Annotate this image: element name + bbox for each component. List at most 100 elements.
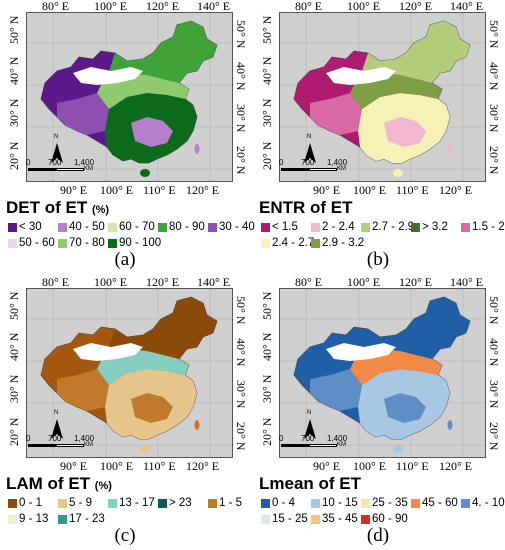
north-arrow-icon: N [303, 134, 317, 165]
lon-label-bottom: 120° E [439, 183, 473, 197]
legend-item: 0 - 1 [8, 496, 58, 510]
lat-label-right: 20° N [234, 422, 248, 451]
north-arrow-icon: N [50, 134, 64, 165]
legend-swatch [361, 222, 370, 232]
lon-label-top: 100° E [94, 0, 128, 13]
legend-swatch [8, 238, 17, 248]
lon-label-bottom: 110° E [396, 183, 429, 197]
lat-label-right: 30° N [234, 104, 248, 133]
legend: 0 - 4 10 - 15 25 - 35 45 - 60 4. - 10 15 - 25… [261, 496, 505, 526]
legend-swatch [58, 238, 67, 248]
legend-label: 90 - 100 [119, 237, 162, 249]
lon-label-top: 120° E [399, 0, 433, 13]
legend-label: 35 - 45 [322, 513, 358, 525]
lon-label-top: 140° E [450, 0, 484, 13]
map-frame [26, 12, 233, 182]
legend-swatch [411, 222, 420, 232]
lon-label-top: 100° E [347, 0, 381, 13]
lat-label-left: 20° N [260, 141, 274, 170]
lon-label-top: 140° E [197, 0, 231, 13]
legend-swatch [208, 222, 217, 232]
lat-label-left: 50° N [260, 291, 274, 320]
legend-title: ENTR of ET [259, 198, 353, 217]
legend-item: 50 - 60 [8, 236, 58, 250]
legend-label: 13 - 17 [119, 497, 155, 509]
lon-label-bottom: 110° E [396, 459, 429, 473]
legend-swatch [311, 514, 320, 524]
lon-label-top: 140° E [450, 275, 484, 289]
legend-item: 25 - 35 [361, 496, 411, 510]
lon-label-top: 120° E [146, 275, 180, 289]
scale-bar: 0 700 1,400 KM [26, 434, 95, 448]
scale-bar: 0 700 1,400 KM [279, 434, 348, 448]
lat-label-left: 30° N [260, 374, 274, 403]
lon-label-top: 120° E [146, 0, 180, 13]
legend-label: 1.5 - 2 [472, 221, 505, 233]
map-frame [279, 288, 486, 458]
legend-label: 0 - 1 [19, 497, 43, 509]
china-map-d [280, 289, 485, 457]
china-map-c [27, 289, 232, 457]
legend-title: LAM of ET (%) [6, 474, 112, 493]
lat-label-right: 40° N [487, 338, 501, 367]
legend-label: 2.9 - 3.2 [322, 237, 365, 249]
lon-label-bottom: 120° E [186, 459, 220, 473]
legend-label: < 1.5 [272, 221, 298, 233]
legend-label: 25 - 35 [372, 497, 408, 509]
legend-label: 10 - 15 [322, 497, 358, 509]
lat-label-right: 20° N [487, 422, 501, 451]
lat-label-left: 50° N [260, 15, 274, 44]
legend-label: 0 - 4 [272, 497, 296, 509]
legend-item: 17 - 23 [58, 512, 108, 526]
panel-caption: (d) [366, 525, 390, 546]
legend-item: < 1.5 [261, 220, 311, 234]
legend-item: 10 - 15 [311, 496, 361, 510]
north-arrow-icon: N [50, 410, 64, 441]
map-panel-c: 80° E 100° E 120° E 140° E 50° N 40° N 3… [0, 276, 250, 549]
legend-label: 70 - 80 [69, 237, 105, 249]
legend-swatch [208, 498, 217, 508]
legend-label: < 30 [19, 221, 42, 233]
legend-item: 1.5 - 2 [461, 220, 505, 234]
lat-label-left: 20° N [7, 141, 21, 170]
legend-item: 2.9 - 3.2 [311, 236, 365, 250]
legend: < 1.5 2 - 2.4 2.7 - 2.9 > 3.2 1.5 - 2 2.4 - 2… [261, 220, 505, 250]
legend-label: 4. - 10 [472, 497, 505, 509]
lon-label-bottom: 100° E [100, 459, 134, 473]
legend-item: 45 - 60 [411, 496, 461, 510]
lon-label-top: 80° E [42, 275, 70, 289]
legend-swatch [8, 514, 17, 524]
lon-label-bottom: 120° E [186, 183, 220, 197]
lat-label-right: 20° N [234, 146, 248, 175]
legend-label: 17 - 23 [69, 513, 105, 525]
legend-swatch [361, 514, 370, 524]
lat-label-right: 50° N [234, 296, 248, 325]
lat-label-right: 30° N [487, 380, 501, 409]
legend-swatch [158, 498, 167, 508]
lon-label-top: 80° E [295, 275, 323, 289]
legend-swatch [108, 498, 117, 508]
legend-item: 9 - 13 [8, 512, 58, 526]
legend-label: 60 - 90 [372, 513, 408, 525]
lat-label-right: 50° N [234, 20, 248, 49]
legend-item: < 30 [8, 220, 58, 234]
lon-label-top: 140° E [197, 275, 231, 289]
lon-label-top: 100° E [347, 275, 381, 289]
lat-label-right: 30° N [234, 380, 248, 409]
legend-item: 4. - 10 [461, 496, 505, 510]
legend: < 30 40 - 50 60 - 70 80 - 90 30 - 40 50 - 60 7… [8, 220, 255, 250]
legend-item: 15 - 25 [261, 512, 311, 526]
legend-label: 9 - 13 [19, 513, 49, 525]
china-map-a [27, 13, 232, 181]
legend-label: 1 - 5 [219, 497, 243, 509]
legend-item: 40 - 50 [58, 220, 108, 234]
legend-item: > 3.2 [411, 220, 461, 234]
legend-title: DET of ET (%) [6, 198, 110, 217]
legend-swatch [58, 498, 67, 508]
legend-item: 90 - 100 [108, 236, 162, 250]
lon-label-bottom: 100° E [353, 459, 387, 473]
lat-label-right: 20° N [487, 146, 501, 175]
lat-label-left: 50° N [7, 291, 21, 320]
lon-label-top: 100° E [94, 275, 128, 289]
legend-swatch [261, 498, 270, 508]
